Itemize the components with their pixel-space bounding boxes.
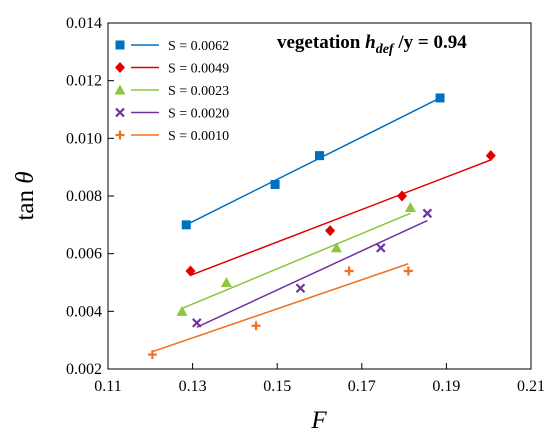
x-tick-label: 0.13 bbox=[179, 378, 207, 395]
legend-marker-5 bbox=[115, 130, 125, 140]
annotation: vegetation hdef /y = 0.94 bbox=[277, 32, 467, 57]
fit-line-3 bbox=[181, 212, 411, 310]
annotation-suffix: /y = 0.94 bbox=[394, 32, 468, 53]
x-axis-ticks: 0.11 0.13 0.15 0.17 0.19 0.21 bbox=[94, 363, 545, 395]
fit-line-2 bbox=[190, 159, 492, 276]
legend-label-3: S = 0.0023 bbox=[168, 84, 229, 99]
data-point bbox=[403, 266, 413, 276]
annotation-prefix: vegetation bbox=[277, 32, 365, 53]
data-point bbox=[404, 202, 416, 213]
annotation-var: h bbox=[365, 32, 376, 53]
y-axis-title-symbol: θ bbox=[12, 171, 39, 183]
data-point bbox=[435, 93, 445, 103]
x-tick-label: 0.17 bbox=[348, 378, 376, 395]
y-axis-ticks: 0.002 0.004 0.006 0.008 0.010 0.012 0.014 bbox=[66, 15, 114, 378]
data-point bbox=[295, 283, 306, 294]
annotation-sub: def bbox=[376, 42, 395, 57]
y-tick-label: 0.002 bbox=[66, 361, 102, 378]
legend-label-4: S = 0.0020 bbox=[168, 107, 229, 122]
fit-line-1 bbox=[185, 97, 441, 226]
fit-line-4 bbox=[196, 219, 428, 328]
data-point bbox=[270, 179, 280, 189]
x-tick-label: 0.11 bbox=[94, 378, 121, 395]
fit-line-5 bbox=[152, 263, 409, 353]
data-point bbox=[325, 225, 336, 237]
data-points bbox=[147, 93, 496, 360]
y-tick-label: 0.008 bbox=[66, 188, 102, 205]
data-point bbox=[344, 266, 354, 276]
data-point bbox=[185, 265, 196, 277]
data-point bbox=[396, 190, 407, 202]
data-point bbox=[192, 318, 202, 328]
x-tick-label: 0.15 bbox=[263, 378, 291, 395]
legend-marker-4 bbox=[115, 107, 125, 118]
data-point bbox=[330, 242, 342, 253]
y-axis-title-base: tan bbox=[12, 184, 39, 221]
fit-lines bbox=[152, 97, 492, 353]
y-tick-label: 0.006 bbox=[66, 246, 102, 263]
y-tick-label: 0.010 bbox=[66, 130, 102, 147]
data-point bbox=[176, 305, 188, 316]
legend-marker-1 bbox=[115, 40, 125, 50]
data-point bbox=[485, 150, 496, 162]
legend: S = 0.0062 S = 0.0049 S = 0.0023 S = 0.0020… bbox=[114, 39, 229, 144]
data-point bbox=[422, 208, 433, 219]
y-tick-label: 0.012 bbox=[66, 73, 102, 90]
data-point bbox=[147, 350, 157, 360]
data-point bbox=[251, 321, 261, 331]
legend-label-2: S = 0.0049 bbox=[168, 62, 229, 77]
x-tick-label: 0.19 bbox=[432, 378, 460, 395]
x-tick-label: 0.21 bbox=[517, 378, 545, 395]
data-point bbox=[315, 151, 324, 161]
data-point bbox=[181, 220, 191, 230]
data-point bbox=[376, 243, 386, 253]
y-tick-label: 0.004 bbox=[66, 303, 102, 320]
data-point bbox=[220, 277, 232, 287]
legend-marker-2 bbox=[115, 62, 125, 73]
legend-marker-3 bbox=[114, 84, 126, 95]
x-axis-title: F bbox=[310, 407, 327, 434]
y-tick-label: 0.014 bbox=[66, 15, 102, 32]
legend-label-1: S = 0.0062 bbox=[168, 39, 229, 54]
legend-label-5: S = 0.0010 bbox=[168, 129, 229, 144]
y-axis-title: tan θ bbox=[12, 171, 39, 220]
